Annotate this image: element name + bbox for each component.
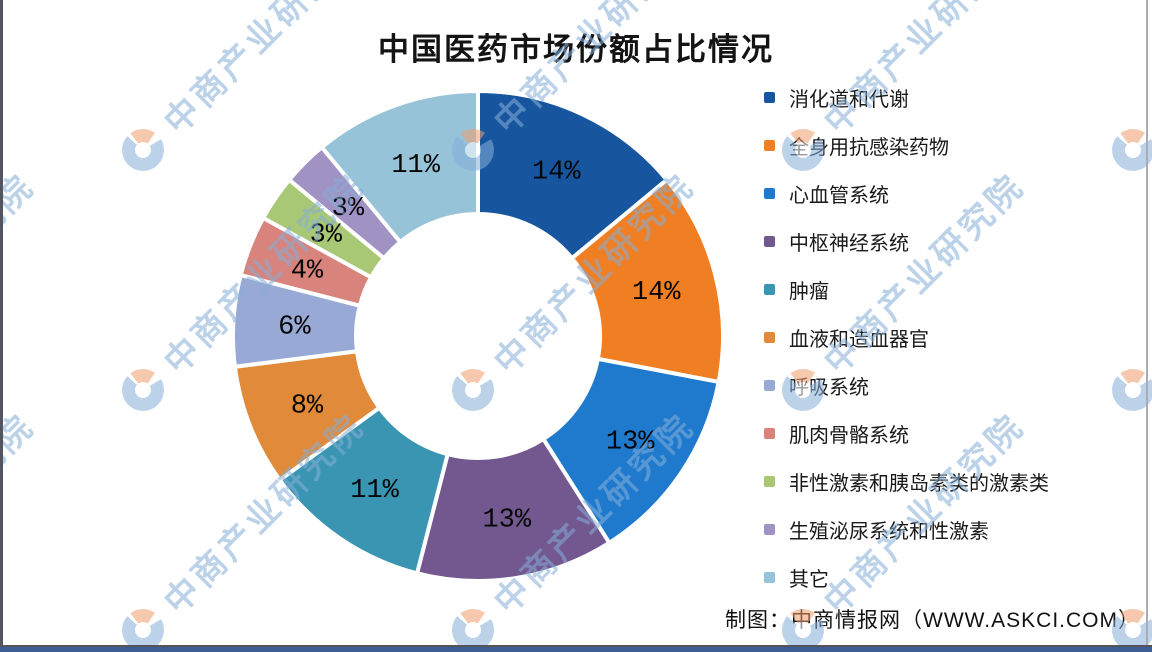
legend-item: 全身用抗感染药物 <box>764 132 1144 159</box>
legend-item: 中枢神经系统 <box>764 228 1144 255</box>
legend-swatch-icon <box>764 139 775 151</box>
legend-label: 肿瘤 <box>789 280 829 303</box>
donut-segment <box>540 356 722 546</box>
segment-value-label: 11% <box>350 476 399 506</box>
attribution-text: 制图：中商情报网（WWW.ASKCI.COM） <box>725 609 1140 632</box>
segment-value-label: 13% <box>606 427 655 457</box>
segment-value-label: 14% <box>532 158 581 188</box>
legend-item: 生殖泌尿系统和性激素 <box>764 516 1144 543</box>
legend-label: 中枢神经系统 <box>789 232 909 255</box>
legend-label: 全身用抗感染药物 <box>789 136 949 159</box>
legend-item: 肿瘤 <box>764 276 1144 303</box>
legend-swatch-icon <box>764 571 775 583</box>
legend-label: 其它 <box>789 568 829 591</box>
right-border-line <box>1146 0 1148 652</box>
legend-label: 肌肉骨骼系统 <box>789 424 909 447</box>
chart-title: 中国医药市场份额占比情况 <box>378 32 774 67</box>
legend-label: 血液和造血器官 <box>789 328 929 351</box>
legend-label: 呼吸系统 <box>789 376 869 399</box>
segment-value-label: 11% <box>391 151 440 181</box>
legend-label: 消化道和代谢 <box>789 88 909 111</box>
left-border-line <box>0 0 3 652</box>
segment-value-label: 4% <box>291 256 324 286</box>
legend-item: 心血管系统 <box>764 180 1144 207</box>
legend-swatch-icon <box>764 235 775 247</box>
legend-swatch-icon <box>764 187 775 199</box>
segment-value-label: 6% <box>278 312 311 342</box>
legend-label: 非性激素和胰岛素类的激素类 <box>789 472 1049 495</box>
legend-item: 非性激素和胰岛素类的激素类 <box>764 468 1144 495</box>
legend-item: 肌肉骨骼系统 <box>764 420 1144 447</box>
legend-swatch-icon <box>764 331 775 343</box>
legend-swatch-icon <box>764 283 775 295</box>
legend-item: 消化道和代谢 <box>764 84 1144 111</box>
legend-item: 血液和造血器官 <box>764 324 1144 351</box>
legend-label: 心血管系统 <box>789 184 889 207</box>
chart-legend: 消化道和代谢全身用抗感染药物 心血管系统中枢神经系统 肿瘤血液和造血器官 呼吸系统肌肉… <box>764 84 1144 591</box>
segment-value-label: 8% <box>291 392 324 422</box>
legend-swatch-icon <box>764 427 775 439</box>
legend-swatch-icon <box>764 91 775 103</box>
segment-value-label: 3% <box>310 221 343 251</box>
legend-swatch-icon <box>764 475 775 487</box>
legend-label: 生殖泌尿系统和性激素 <box>789 520 989 543</box>
legend-item: 呼吸系统 <box>764 372 1144 399</box>
segment-value-label: 14% <box>632 278 681 308</box>
bottom-accent-bar <box>0 645 1152 652</box>
legend-item: 其它 <box>764 564 1144 591</box>
segment-value-label: 13% <box>482 506 531 536</box>
donut-segment <box>569 177 725 385</box>
legend-swatch-icon <box>764 523 775 535</box>
legend-swatch-icon <box>764 379 775 391</box>
donut-segment <box>319 88 480 245</box>
segment-value-label: 3% <box>332 194 365 224</box>
donut-segment <box>414 436 613 583</box>
